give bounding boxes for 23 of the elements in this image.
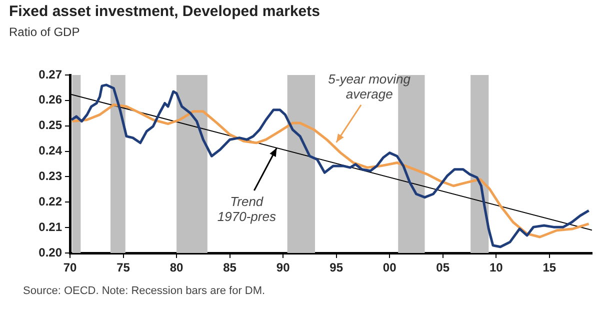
x-tick-label: 15: [542, 260, 556, 275]
y-tick-label: 0.24: [38, 144, 62, 158]
y-tick-label: 0.25: [38, 118, 62, 132]
x-tick-label: 70: [63, 260, 77, 275]
y-tick-label: 0.21: [38, 220, 62, 234]
x-tick-label: 85: [223, 260, 237, 275]
x-tick-label: 75: [116, 260, 130, 275]
y-tick-label: 0.20: [38, 245, 62, 260]
x-tick-label: 05: [436, 260, 450, 275]
y-tick-label: 0.27: [38, 67, 62, 82]
x-tick-label: 80: [170, 260, 184, 275]
annotation: Trend 1970-pres: [217, 194, 276, 224]
y-tick-label: 0.26: [38, 92, 62, 107]
x-tick-label: 95: [330, 260, 344, 275]
annotation: 5-year moving average: [328, 71, 412, 102]
y-tick-label: 0.22: [38, 194, 62, 208]
chart-subtitle: Ratio of GDP: [9, 25, 80, 39]
source-note: Source: OECD. Note: Recession bars are for DM.: [23, 285, 266, 297]
chart-title: Fixed asset investment, Developed markets: [9, 3, 320, 20]
x-tick-label: 90: [276, 260, 290, 275]
x-tick-label: 00: [382, 260, 397, 275]
y-tick-label: 0.23: [38, 169, 62, 184]
x-tick-label: 10: [489, 260, 504, 275]
